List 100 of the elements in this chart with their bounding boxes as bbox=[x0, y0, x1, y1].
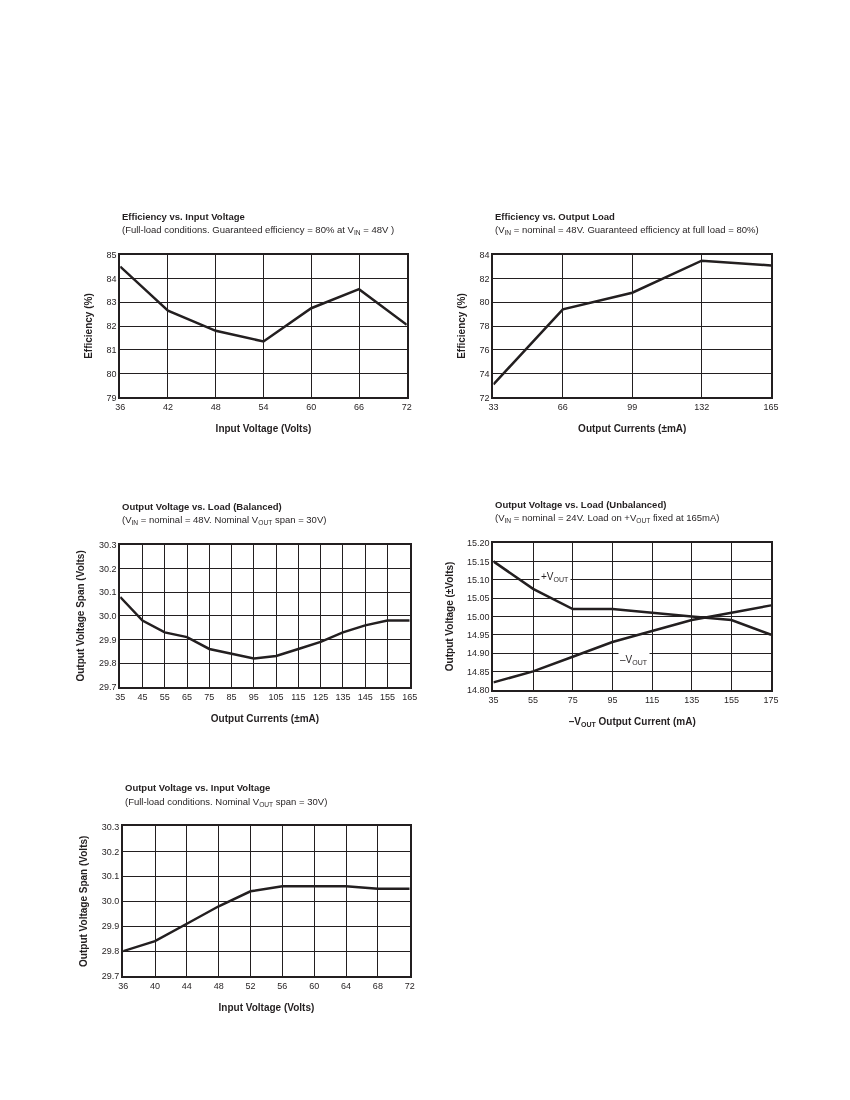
x-tick-label: 75 bbox=[204, 691, 215, 702]
x-tick-label: 40 bbox=[150, 980, 161, 991]
x-tick-label: 44 bbox=[181, 980, 192, 991]
chart-subtitle: (Full-load conditions. Guaranteed efficiency = 80% at V$_{IN}$ = 48V ) bbox=[122, 224, 395, 236]
y-tick-label: 74 bbox=[479, 368, 490, 379]
x-tick-label: 165 bbox=[763, 402, 779, 413]
y-axis-title: Efficiency (%) bbox=[456, 293, 468, 359]
y-tick-label: 76 bbox=[479, 344, 490, 355]
y-tick-label: 29.8 bbox=[101, 946, 120, 957]
x-axis-title: –V$_{OUT}$ Output Current (mA) bbox=[568, 715, 696, 728]
x-tick-label: 115 bbox=[291, 691, 306, 702]
y-tick-label: 15.20 bbox=[467, 538, 490, 549]
x-tick-label: 72 bbox=[401, 402, 412, 413]
y-tick-label: 30.0 bbox=[101, 896, 120, 907]
x-tick-label: 72 bbox=[404, 980, 415, 991]
y-tick-label: 83 bbox=[106, 297, 117, 308]
y-tick-label: 14.90 bbox=[467, 648, 490, 659]
x-tick-label: 60 bbox=[306, 402, 317, 413]
y-tick-label: 80 bbox=[479, 297, 490, 308]
x-tick-label: 165 bbox=[402, 691, 418, 702]
x-tick-label: 125 bbox=[313, 691, 329, 702]
x-tick-label: 135 bbox=[684, 694, 700, 705]
x-tick-label: 132 bbox=[694, 402, 710, 413]
x-tick-label: 135 bbox=[335, 691, 351, 702]
x-tick-label: 95 bbox=[248, 691, 259, 702]
y-tick-label: 82 bbox=[479, 273, 490, 284]
x-tick-label: 35 bbox=[115, 691, 126, 702]
y-tick-label: 15.00 bbox=[467, 611, 490, 622]
y-axis-title: Output Voltage (±Volts) bbox=[443, 561, 455, 672]
y-axis-title: Efficiency (%) bbox=[82, 293, 94, 359]
chart-subtitle: (V$_{IN}$ = nominal = 48V. Guaranteed efficiency at full load = 80%) bbox=[495, 224, 759, 236]
chart-title: Output Voltage vs. Input Voltage bbox=[125, 782, 271, 793]
y-tick-label: 85 bbox=[106, 249, 117, 260]
x-axis-title: Output Currents (±mA) bbox=[578, 423, 687, 435]
x-tick-label: 115 bbox=[644, 694, 660, 705]
x-tick-label: 54 bbox=[258, 402, 269, 413]
series-label: –V$_{OUT}$ bbox=[620, 654, 648, 667]
y-tick-label: 30.0 bbox=[98, 611, 117, 622]
y-tick-label: 30.3 bbox=[98, 540, 117, 551]
y-tick-label: 82 bbox=[106, 321, 117, 332]
x-tick-label: 66 bbox=[557, 402, 568, 413]
y-tick-label: 15.10 bbox=[467, 574, 490, 585]
x-tick-label: 36 bbox=[115, 402, 126, 413]
chart-title: Output Voltage vs. Load (Unbalanced) bbox=[495, 499, 667, 510]
y-tick-label: 30.2 bbox=[101, 846, 120, 857]
x-tick-label: 75 bbox=[567, 694, 578, 705]
chart-subtitle: (V$_{IN}$ = nominal = 48V. Nominal V$_{OUT}$ span = 30V) bbox=[122, 514, 327, 526]
x-tick-label: 35 bbox=[488, 694, 499, 705]
x-tick-label: 55 bbox=[528, 694, 539, 705]
x-tick-label: 48 bbox=[210, 402, 221, 413]
y-tick-label: 29.9 bbox=[101, 921, 120, 932]
x-tick-label: 36 bbox=[118, 980, 129, 991]
x-axis-title: Input Voltage (Volts) bbox=[218, 1001, 315, 1013]
x-tick-label: 52 bbox=[245, 980, 256, 991]
x-tick-label: 33 bbox=[488, 402, 499, 413]
y-tick-label: 84 bbox=[106, 273, 117, 284]
x-tick-label: 85 bbox=[226, 691, 237, 702]
x-axis-title: Output Currents (±mA) bbox=[210, 712, 320, 724]
chart-subtitle: (Full-load conditions. Nominal V$_{OUT}$ span = 30V) bbox=[125, 796, 328, 808]
y-tick-label: 30.1 bbox=[98, 587, 117, 598]
chart-title: Efficiency vs. Input Voltage bbox=[122, 211, 245, 222]
x-tick-label: 56 bbox=[277, 980, 288, 991]
y-tick-label: 79 bbox=[106, 392, 117, 403]
y-tick-label: 84 bbox=[479, 249, 490, 260]
x-tick-label: 60 bbox=[309, 980, 320, 991]
y-tick-label: 14.85 bbox=[467, 666, 490, 677]
y-tick-label: 15.15 bbox=[467, 556, 490, 567]
x-tick-label: 175 bbox=[763, 694, 779, 705]
x-axis-title: Input Voltage (Volts) bbox=[215, 423, 312, 435]
chart-title: Output Voltage vs. Load (Balanced) bbox=[122, 501, 282, 512]
x-tick-label: 68 bbox=[372, 980, 383, 991]
y-tick-label: 30.1 bbox=[101, 871, 120, 882]
chart-subtitle: (V$_{IN}$ = nominal = 24V. Load on +V$_{OUT}$ fixed at 165mA) bbox=[495, 512, 720, 524]
y-tick-label: 29.7 bbox=[101, 971, 120, 982]
x-tick-label: 155 bbox=[379, 691, 395, 702]
x-tick-label: 42 bbox=[162, 402, 173, 413]
y-tick-label: 29.7 bbox=[98, 681, 117, 692]
series-label: +V$_{OUT}$ bbox=[541, 571, 570, 584]
y-axis-title: Output Voltage Span (Volts) bbox=[75, 550, 87, 682]
chart-title: Efficiency vs. Output Load bbox=[495, 211, 616, 222]
y-tick-label: 29.8 bbox=[98, 658, 117, 669]
x-tick-label: 64 bbox=[341, 980, 352, 991]
y-tick-label: 81 bbox=[106, 344, 117, 355]
y-tick-label: 15.05 bbox=[467, 593, 490, 604]
x-tick-label: 105 bbox=[268, 691, 284, 702]
y-tick-label: 80 bbox=[106, 368, 117, 379]
x-tick-label: 65 bbox=[182, 691, 193, 702]
y-axis-title: Output Voltage Span (Volts) bbox=[78, 835, 90, 967]
x-tick-label: 155 bbox=[723, 694, 739, 705]
y-tick-label: 30.2 bbox=[98, 563, 117, 574]
x-tick-label: 45 bbox=[137, 691, 148, 702]
x-tick-label: 48 bbox=[213, 980, 224, 991]
y-tick-label: 30.3 bbox=[101, 821, 120, 832]
x-tick-label: 66 bbox=[353, 402, 365, 413]
y-tick-label: 14.95 bbox=[467, 629, 490, 640]
y-tick-label: 78 bbox=[479, 321, 490, 332]
x-tick-label: 145 bbox=[357, 691, 373, 702]
y-tick-label: 14.80 bbox=[467, 684, 490, 695]
x-tick-label: 55 bbox=[159, 691, 170, 702]
y-tick-label: 29.9 bbox=[98, 634, 117, 645]
